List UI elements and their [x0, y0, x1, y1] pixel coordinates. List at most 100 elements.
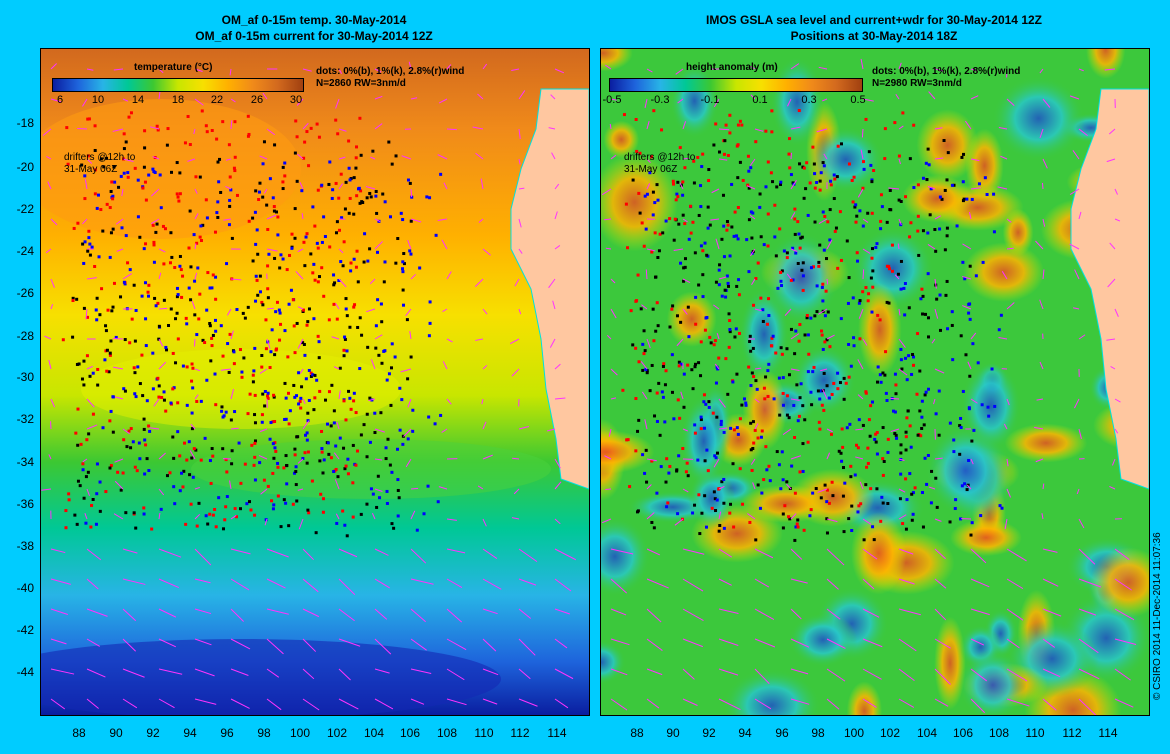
drifter-dot: [162, 298, 166, 302]
current-vector: [446, 668, 465, 681]
drifter-dot: [968, 264, 972, 268]
drifter-dot: [724, 295, 728, 299]
drifter-dot: [985, 193, 989, 197]
current-vector: [682, 548, 705, 555]
drifter-dot: [354, 411, 358, 415]
lat-tick: -26: [16, 286, 34, 300]
drifter-dot: [736, 432, 740, 436]
anomaly-eddy: [788, 612, 858, 668]
current-vector: [150, 188, 160, 197]
drifter-dot: [708, 223, 712, 227]
drifter-dot: [276, 461, 280, 465]
drifter-dot: [683, 222, 687, 226]
drifter-dot: [686, 363, 690, 367]
current-vector: [898, 125, 904, 130]
drifter-dot: [771, 334, 775, 338]
drifter-dot: [162, 398, 166, 402]
drifter-dot: [283, 161, 287, 165]
drifter-dot: [829, 183, 833, 187]
drifter-dot: [716, 367, 720, 371]
current-vector: [158, 248, 166, 253]
drifter-dot: [255, 278, 259, 282]
current-vector: [1078, 578, 1102, 588]
drifter-dot: [81, 462, 85, 466]
drifter-dot: [797, 232, 801, 236]
drifter-dot: [327, 182, 331, 186]
drifter-dot: [624, 202, 628, 206]
drifter-dot: [99, 208, 103, 212]
current-vector: [1078, 698, 1097, 715]
anomaly-eddy: [763, 230, 840, 326]
drifter-dot: [346, 472, 350, 476]
drifter-dot: [779, 346, 783, 350]
drifter-dot: [862, 167, 866, 171]
drifter-dot: [197, 317, 201, 321]
drifter-dot: [659, 465, 663, 469]
current-vector: [258, 454, 268, 460]
drifter-dot: [95, 462, 99, 466]
drifter-dot: [273, 256, 277, 260]
drifter-dot: [320, 450, 324, 454]
drifter-dot: [965, 197, 969, 201]
current-vector: [1078, 211, 1082, 220]
drifter-dot: [402, 262, 406, 266]
drifter-dot: [780, 352, 784, 356]
lon-tick: 96: [775, 726, 789, 740]
drifter-dot: [870, 247, 874, 251]
drifter-dot: [305, 431, 309, 435]
drifter-dot: [736, 176, 740, 180]
drifter-dot: [305, 232, 309, 236]
drifter-dot: [814, 487, 818, 491]
drifter-dot: [198, 175, 202, 179]
lon-tick: 106: [952, 726, 974, 740]
cbar-tick: 26: [250, 94, 264, 106]
drifter-dot: [104, 329, 108, 333]
drifter-dot: [923, 456, 927, 460]
drifter-dot: [817, 420, 821, 424]
drifter-dot: [637, 191, 641, 195]
drifter-dot: [178, 264, 182, 268]
sea-level-map-canvas: [601, 49, 1149, 715]
drifter-dot: [396, 488, 400, 492]
current-vector: [1078, 428, 1082, 440]
drifter-dot: [383, 260, 387, 264]
current-vector: [194, 486, 200, 490]
drifter-dot: [908, 424, 912, 428]
drifter-dot: [945, 234, 949, 238]
drifter-dot: [699, 415, 703, 419]
drifter-dot: [112, 281, 116, 285]
drifter-dot: [693, 251, 697, 255]
current-vector: [513, 488, 520, 495]
current-vector: [189, 450, 196, 460]
current-vector: [790, 398, 800, 401]
drifter-dot: [828, 208, 832, 212]
drifter-dot: [899, 451, 903, 455]
drifter-dot: [787, 152, 791, 156]
drifter-dot: [718, 523, 722, 527]
drifter-dot: [774, 254, 778, 258]
drifter-dot: [159, 206, 163, 210]
drifter-dot: [728, 131, 732, 135]
drifter-dot: [136, 365, 140, 369]
drifter-dot: [401, 260, 405, 264]
drifter-dot: [156, 128, 160, 132]
current-vector: [302, 68, 312, 72]
drifter-dot: [81, 242, 85, 246]
drifter-dot: [155, 222, 159, 226]
drifter-dot: [183, 441, 187, 445]
drifter-dot: [75, 362, 79, 366]
drifter-dot: [970, 197, 974, 201]
drifter-dot: [111, 227, 115, 231]
drifter-dot: [713, 497, 717, 501]
drifter-dot: [105, 202, 109, 206]
current-vector: [790, 698, 810, 705]
drifter-dot: [256, 252, 260, 256]
drifter-dot: [276, 465, 280, 469]
drifter-dot: [728, 113, 732, 117]
current-vector: [116, 248, 124, 252]
drifter-dot: [766, 160, 770, 164]
drifter-dot: [390, 470, 394, 474]
current-vector: [50, 63, 57, 70]
current-vector: [754, 578, 770, 588]
drifter-dot: [122, 387, 126, 391]
